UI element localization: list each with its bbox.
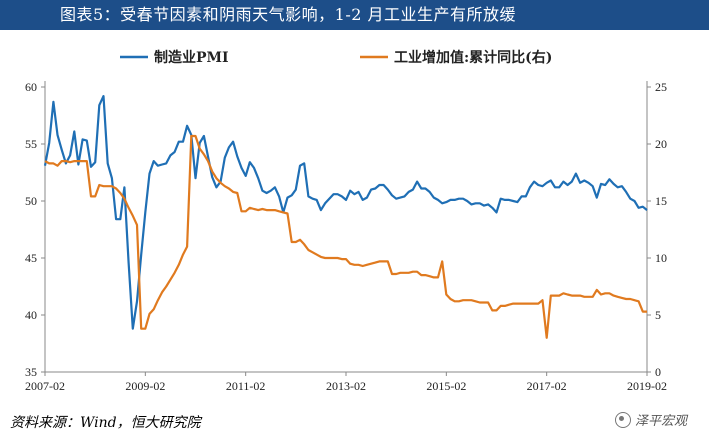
x-tick-label: 2011-02 xyxy=(226,379,266,393)
series-line xyxy=(43,95,648,330)
legend: 制造业PMI 工业增加值:累计同比(右) xyxy=(120,49,552,66)
x-tick-label: 2013-02 xyxy=(326,379,366,393)
y-right-tick-label: 0 xyxy=(655,365,661,379)
legend-label: 工业增加值:累计同比(右) xyxy=(394,49,552,66)
watermark: 泽平宏观 xyxy=(614,410,687,429)
x-tick-label: 2019-02 xyxy=(627,379,667,393)
x-tick-label: 2017-02 xyxy=(527,379,567,393)
wechat-icon xyxy=(614,411,631,428)
chart-title: 图表5：受春节因素和阴雨天气影响，1-2 月工业生产有所放缓 xyxy=(0,0,709,30)
axes: 35 40 45 50 55 60 0 5 10 15 20 25 2007-02 2009-02 2011… xyxy=(25,80,667,393)
y-left-tick-label: 55 xyxy=(25,137,37,151)
legend-label: 制造业PMI xyxy=(154,49,229,66)
x-tick-label: 2007-02 xyxy=(25,379,65,393)
y-right-tick-label: 5 xyxy=(655,308,661,322)
y-right-tick-label: 15 xyxy=(655,194,667,208)
series-line xyxy=(44,134,647,339)
source-note: 资料来源：Wind，恒大研究院 xyxy=(10,415,201,431)
y-right-tick-label: 10 xyxy=(655,251,667,265)
x-tick-label: 2015-02 xyxy=(426,379,466,393)
y-right-tick-label: 20 xyxy=(655,137,667,151)
series-lines xyxy=(43,95,648,339)
watermark-text: 泽平宏观 xyxy=(634,414,687,429)
y-left-tick-label: 50 xyxy=(25,194,37,208)
x-tick-label: 2009-02 xyxy=(125,379,165,393)
y-left-tick-label: 45 xyxy=(25,251,37,265)
chart: 35 40 45 50 55 60 0 5 10 15 20 25 2007-02 2009-02 2011… xyxy=(25,49,667,393)
y-right-tick-label: 25 xyxy=(655,80,667,94)
y-left-tick-label: 35 xyxy=(25,365,37,379)
y-left-tick-label: 40 xyxy=(25,308,37,322)
y-left-tick-label: 60 xyxy=(25,80,37,94)
